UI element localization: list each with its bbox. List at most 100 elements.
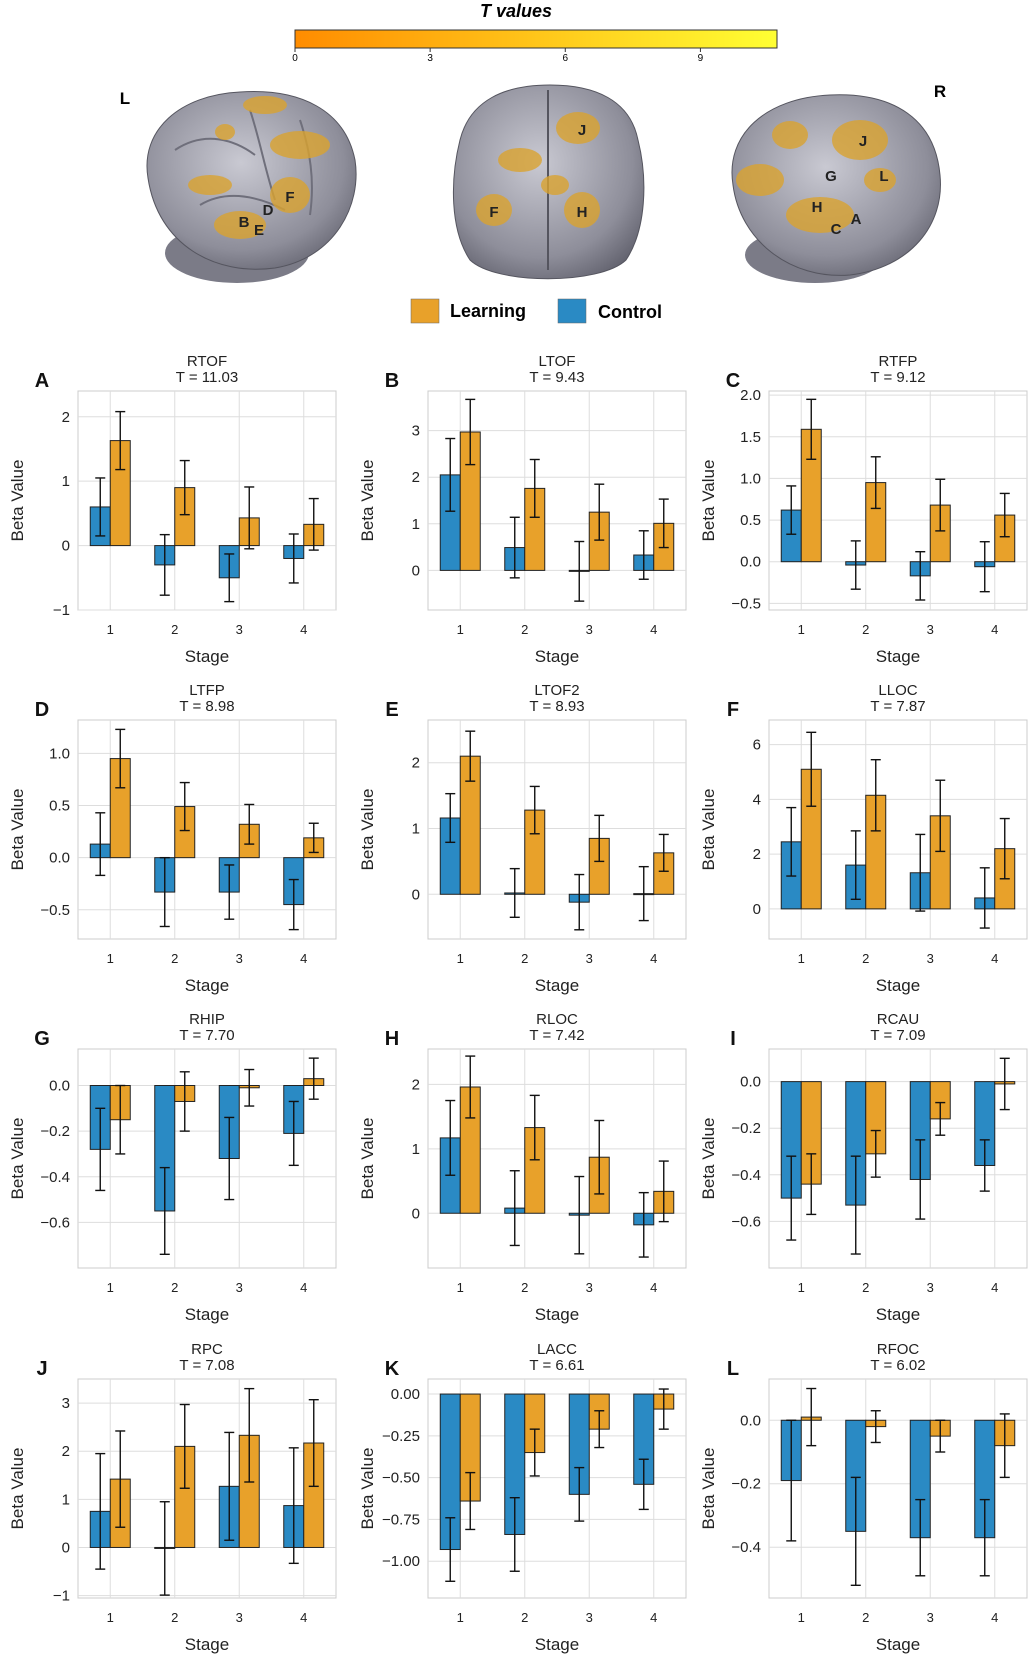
colorbar-ticks: 0 3 6 9 <box>292 48 704 64</box>
y-axis-label: Beta Value <box>8 1118 27 1200</box>
y-tick-label: 3 <box>62 1395 70 1412</box>
legend: Learning Control <box>410 298 662 324</box>
x-tick-label: 1 <box>798 951 805 966</box>
x-tick-label: 2 <box>521 951 528 966</box>
x-tick-label: 1 <box>798 1280 805 1295</box>
x-tick-label: 2 <box>862 622 869 637</box>
panel-stat: T = 7.08 <box>179 1357 234 1374</box>
y-tick-label: 0.0 <box>740 1412 761 1429</box>
y-tick-label: 1 <box>412 516 420 533</box>
legend-swatch-control <box>557 298 587 324</box>
x-axis-label: Stage <box>876 647 920 666</box>
x-tick-label: 4 <box>650 622 657 637</box>
y-tick-label: 1.0 <box>49 745 70 762</box>
x-tick-label: 3 <box>586 622 593 637</box>
panel-title: RCAU <box>877 1011 920 1028</box>
y-tick-label: 1 <box>62 473 70 490</box>
y-tick-label: 0.0 <box>49 1078 70 1095</box>
x-tick-label: 2 <box>171 622 178 637</box>
x-tick-label: 3 <box>586 1280 593 1295</box>
y-axis-label: Beta Value <box>8 1448 27 1530</box>
x-tick-label: 2 <box>862 1610 869 1625</box>
panel-letter: B <box>385 370 399 392</box>
x-tick-label: 4 <box>300 1280 307 1295</box>
region-label: H <box>812 199 823 216</box>
x-tick-label: 4 <box>650 951 657 966</box>
y-axis-label: Beta Value <box>699 1448 718 1530</box>
x-tick-label: 1 <box>457 951 464 966</box>
colorbar-title: T values <box>480 1 552 21</box>
y-tick-label: 2.0 <box>740 387 761 404</box>
y-tick-label: 0 <box>412 1205 420 1222</box>
y-tick-label: 0 <box>753 901 761 918</box>
region-label: J <box>578 122 586 139</box>
x-tick-label: 3 <box>927 1280 934 1295</box>
legend-label-control: Control <box>598 302 662 322</box>
region-label: G <box>825 168 837 185</box>
y-axis-label: Beta Value <box>358 460 377 542</box>
x-tick-label: 3 <box>236 1610 243 1625</box>
region-label: A <box>851 211 862 228</box>
x-tick-label: 4 <box>300 951 307 966</box>
x-tick-label: 2 <box>171 1610 178 1625</box>
y-tick-label: 1.5 <box>740 429 761 446</box>
panel-letter: G <box>34 1028 50 1050</box>
x-tick-label: 3 <box>927 951 934 966</box>
x-tick-label: 1 <box>798 622 805 637</box>
y-tick-label: 2 <box>412 755 420 772</box>
panel-title: LTOF2 <box>534 682 579 699</box>
panel-letter: C <box>726 370 740 392</box>
x-tick-label: 3 <box>927 622 934 637</box>
panel-letter: E <box>385 699 398 721</box>
x-axis-label: Stage <box>185 976 229 995</box>
x-axis-label: Stage <box>876 976 920 995</box>
panel-title: LTOF <box>539 353 576 370</box>
x-tick-label: 1 <box>107 622 114 637</box>
activation-posterior <box>476 112 600 228</box>
brain-overview: T values 0 3 6 9 L R F D B E <box>120 1 946 324</box>
y-axis-label: Beta Value <box>699 789 718 871</box>
y-axis-label: Beta Value <box>699 1118 718 1200</box>
x-axis-label: Stage <box>535 976 579 995</box>
y-tick-label: 0.0 <box>740 1074 761 1091</box>
y-tick-label: 0.0 <box>740 554 761 571</box>
panel-letter: L <box>727 1358 739 1380</box>
region-label: E <box>254 222 264 239</box>
x-tick-label: 3 <box>236 622 243 637</box>
left-region-labels: F D B E <box>239 189 295 239</box>
panel-stat: T = 6.61 <box>529 1357 584 1374</box>
panel-letter: I <box>730 1028 736 1050</box>
brain-left-view: F D B E <box>146 91 357 283</box>
brain-right-view: J G L H A C <box>731 94 941 283</box>
y-tick-label: −0.5 <box>731 595 761 612</box>
y-tick-label: 1 <box>412 821 420 838</box>
activation-right <box>736 120 896 233</box>
y-tick-label: 4 <box>753 791 761 808</box>
right-side-label: R <box>934 82 946 101</box>
y-tick-label: 2 <box>753 846 761 863</box>
y-tick-label: −0.2 <box>40 1123 70 1140</box>
panel-title: RFOC <box>877 1341 920 1358</box>
x-tick-label: 2 <box>862 951 869 966</box>
y-tick-label: −1 <box>53 602 70 619</box>
brain-left-sulci <box>174 109 313 216</box>
region-label: C <box>831 221 842 238</box>
x-tick-label: 2 <box>171 951 178 966</box>
panel-stat: T = 8.98 <box>179 698 234 715</box>
x-tick-label: 4 <box>991 622 998 637</box>
region-label: L <box>879 168 888 185</box>
x-tick-label: 3 <box>586 1610 593 1625</box>
x-tick-label: 4 <box>300 622 307 637</box>
right-region-labels: J G L H A C <box>812 133 889 238</box>
panel-title: RLOC <box>536 1011 578 1028</box>
plot-area <box>77 1048 337 1269</box>
y-tick-label: 1 <box>62 1491 70 1508</box>
